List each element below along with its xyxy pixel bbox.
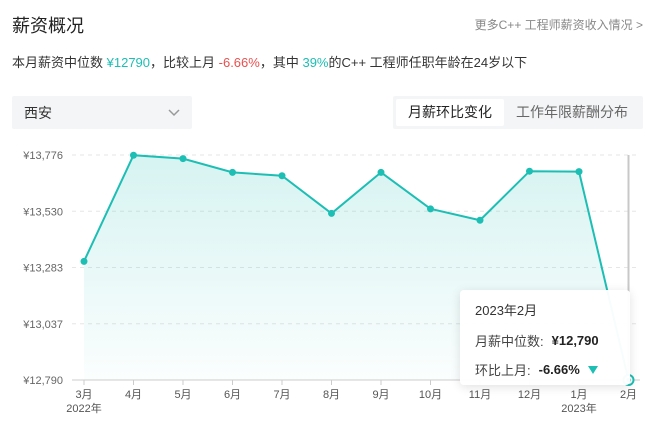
summary-text-2: ，比较上月 bbox=[150, 55, 219, 70]
data-point[interactable] bbox=[278, 172, 286, 180]
y-tick-label: ¥13,283 bbox=[22, 263, 63, 275]
tab-experience-distribution[interactable]: 工作年限薪酬分布 bbox=[516, 104, 628, 120]
x-tick-label: 10月 bbox=[419, 389, 442, 401]
y-tick-label: ¥13,530 bbox=[22, 206, 63, 218]
x-tick-label: 3月 bbox=[75, 389, 92, 401]
tooltip-mom-row: 环比上月: -6.66% bbox=[475, 360, 615, 379]
chart-tooltip: 2023年2月 月薪中位数: ¥12,790 环比上月: -6.66% bbox=[460, 290, 630, 385]
page-title: 薪资概况 bbox=[12, 16, 84, 36]
x-tick-label: 1月 bbox=[570, 389, 587, 401]
y-tick-label: ¥13,037 bbox=[22, 319, 63, 331]
tab-monthly-change[interactable]: 月薪环比变化 bbox=[396, 99, 504, 126]
data-point[interactable] bbox=[80, 257, 88, 265]
y-tick-label: ¥12,790 bbox=[22, 375, 63, 387]
x-tick-label: 7月 bbox=[273, 389, 290, 401]
x-tick-label: 9月 bbox=[372, 389, 389, 401]
data-point[interactable] bbox=[526, 167, 533, 175]
tooltip-median-label: 月薪中位数: bbox=[475, 334, 544, 349]
data-point[interactable] bbox=[130, 151, 137, 159]
x-tick-label: 6月 bbox=[224, 389, 241, 401]
summary-change: -6.66% bbox=[218, 55, 260, 70]
chart-tabs: 月薪环比变化 工作年限薪酬分布 bbox=[393, 96, 643, 129]
tooltip-median-value: ¥12,790 bbox=[551, 333, 599, 348]
summary-median: ¥12790 bbox=[106, 55, 151, 70]
tooltip-mom-value: -6.66% bbox=[538, 362, 580, 377]
x-tick-label: 8月 bbox=[323, 389, 340, 401]
tooltip-median-row: 月薪中位数: ¥12,790 bbox=[475, 331, 615, 350]
summary-ratio: 39% bbox=[302, 55, 329, 70]
summary-text-1: 本月薪资中位数 bbox=[12, 55, 107, 70]
x-year-label: 2022年 bbox=[66, 401, 101, 415]
series-line bbox=[83, 154, 630, 381]
x-year-label: 2023年 bbox=[561, 401, 596, 415]
city-select[interactable]: 西安 bbox=[12, 96, 192, 129]
data-point[interactable] bbox=[229, 168, 236, 176]
chevron-down-icon bbox=[168, 109, 180, 117]
x-tick-label: 11月 bbox=[469, 389, 491, 401]
salary-summary: 本月薪资中位数 ¥12790，比较上月 -6.66%，其中 39%的C++ 工程… bbox=[12, 52, 527, 71]
summary-text-4: 的C++ 工程师任职年龄在24岁以下 bbox=[328, 55, 528, 70]
data-point[interactable] bbox=[575, 168, 583, 176]
data-point[interactable] bbox=[328, 209, 335, 217]
x-tick-label: 12月 bbox=[518, 389, 541, 401]
data-point[interactable] bbox=[427, 205, 434, 213]
summary-text-3: ，其中 bbox=[259, 55, 303, 70]
x-tick-label: 2月 bbox=[620, 389, 637, 401]
tooltip-date: 2023年2月 bbox=[475, 303, 538, 318]
data-point[interactable] bbox=[179, 155, 187, 163]
y-tick-label: ¥13,776 bbox=[22, 150, 63, 162]
city-select-value: 西安 bbox=[24, 104, 52, 121]
tooltip-mom-label: 环比上月: bbox=[475, 363, 531, 378]
more-salary-link[interactable]: 更多C++ 工程师薪资收入情况 > bbox=[474, 18, 643, 32]
data-point[interactable] bbox=[377, 168, 385, 176]
x-tick-label: 4月 bbox=[125, 389, 142, 401]
down-triangle-icon bbox=[587, 365, 598, 374]
x-tick-label: 5月 bbox=[174, 389, 191, 401]
data-point[interactable] bbox=[476, 216, 484, 224]
